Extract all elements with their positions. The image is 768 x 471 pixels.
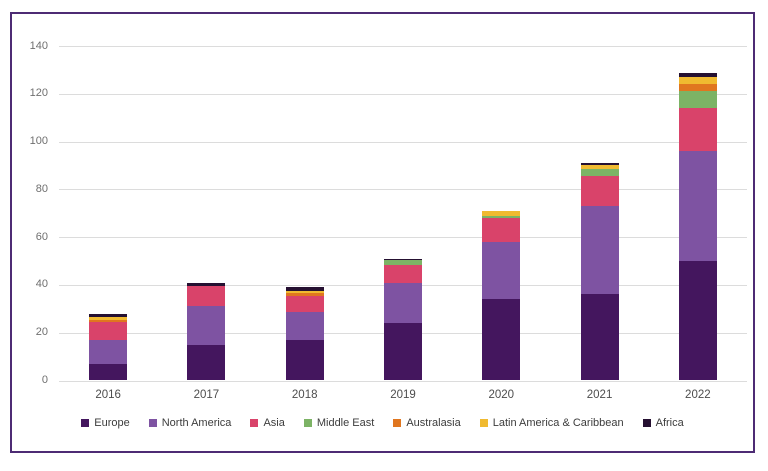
legend-label-asia: Asia: [263, 417, 285, 429]
chart-frame: 0 20 40 60 80 100 120 140 2016 2017 2018 2019 2020 20…: [10, 12, 755, 453]
x-axis-label-2021: 2021: [586, 388, 613, 401]
bar-segment-africa-2016: [89, 313, 128, 318]
legend-item-africa: Africa: [642, 417, 684, 429]
legend-label-middle-east: Middle East: [316, 417, 375, 429]
y-axis-tick-label-0: 0: [41, 374, 48, 386]
bar-segment-latin-america-caribbean-2018: [285, 290, 324, 294]
x-axis-label-2016: 2016: [95, 388, 121, 401]
bar-segment-north-america-2019: [384, 282, 422, 324]
bar-segment-north-america-2017: [187, 306, 226, 345]
bar-segment-latin-america-caribbean-2016: [89, 317, 128, 320]
legend-swatch-africa: [642, 419, 651, 427]
legend-item-middle-east: Middle East: [303, 417, 375, 429]
bar-segment-africa-2019: [384, 258, 422, 260]
x-axis-label-2018: 2018: [291, 388, 318, 401]
legend-label-north-america: North America: [161, 417, 232, 429]
bar-segment-north-america-2016: [89, 339, 128, 364]
bar-segment-asia-2019: [384, 264, 422, 283]
bar-segment-middle-east-2022: [678, 91, 717, 109]
bar-segment-europe-2020: [482, 299, 521, 381]
legend-label-europe: Europe: [94, 417, 130, 429]
legend-swatch-asia: [250, 419, 259, 427]
x-axis-label-2020: 2020: [488, 388, 515, 401]
bar-segment-australasia-2018: [285, 293, 324, 296]
bar-segment-europe-2022: [678, 261, 717, 381]
gridline-80: [59, 189, 747, 191]
legend-item-latin-america-caribbean: Latin America & Caribbean: [479, 417, 624, 429]
y-axis-tick-label-140: 140: [29, 39, 48, 52]
legend-item-north-america: North America: [148, 417, 232, 429]
bar-segment-africa-2021: [580, 163, 619, 166]
bar-segment-africa-2022: [678, 73, 717, 78]
y-axis-tick-label-40: 40: [35, 278, 48, 291]
bar-segment-asia-2022: [678, 108, 717, 152]
legend-label-australasia: Australasia: [406, 417, 461, 429]
y-axis-tick-label-20: 20: [35, 326, 48, 339]
legend-swatch-australasia: [393, 419, 402, 427]
legend-swatch-latin-america-caribbean: [479, 419, 488, 427]
bar-segment-north-america-2018: [285, 312, 324, 340]
legend-item-australasia: Australasia: [393, 417, 461, 429]
bar-segment-europe-2021: [580, 294, 619, 381]
legend-item-europe: Europe: [81, 417, 130, 429]
gridline-60: [59, 237, 747, 239]
y-axis-tick-label-100: 100: [29, 135, 48, 148]
bar-segment-latin-america-caribbean-2022: [678, 77, 717, 85]
bar-segment-middle-east-2019: [384, 259, 422, 265]
legend-label-latin-america-caribbean: Latin America & Caribbean: [492, 417, 624, 429]
bar-segment-north-america-2020: [482, 241, 521, 300]
bar-segment-africa-2017: [187, 282, 226, 287]
legend: Europe North America Asia Middle East Austra…: [12, 417, 753, 429]
legend-swatch-north-america: [148, 419, 157, 427]
bar-segment-europe-2017: [187, 344, 226, 381]
x-axis-label-2019: 2019: [390, 388, 416, 401]
y-axis-tick-label-60: 60: [35, 230, 48, 243]
y-axis-tick-label-80: 80: [35, 182, 48, 195]
legend-item-asia: Asia: [250, 417, 285, 429]
bar-segment-north-america-2021: [580, 206, 619, 295]
bar-segment-middle-east-2020: [482, 215, 521, 218]
bar-segment-latin-america-caribbean-2020: [482, 210, 521, 216]
gridline-0: [59, 380, 747, 382]
gridline-100: [59, 141, 747, 143]
plot-area: 0 20 40 60 80 100 120 140 2016 2017 2018 2019 2020 20…: [12, 14, 753, 451]
legend-swatch-middle-east: [303, 419, 312, 427]
bar-segment-europe-2016: [89, 363, 128, 381]
bar-segment-latin-america-caribbean-2021: [580, 165, 619, 170]
bar-segment-asia-2020: [482, 218, 521, 242]
x-axis-label-2022: 2022: [685, 388, 711, 401]
gridline-140: [59, 46, 747, 47]
bar-segment-asia-2017: [187, 286, 226, 307]
x-axis-label-2017: 2017: [193, 388, 220, 401]
bar-segment-asia-2018: [285, 295, 324, 313]
bar-segment-asia-2016: [89, 321, 128, 340]
bar-segment-africa-2018: [285, 287, 324, 291]
gridline-120: [59, 93, 747, 95]
legend-label-africa: Africa: [655, 417, 684, 429]
legend-swatch-europe: [81, 419, 90, 427]
bar-segment-asia-2021: [580, 176, 619, 207]
bar-segment-north-america-2022: [678, 151, 717, 262]
bar-segment-europe-2018: [285, 339, 324, 381]
bar-segment-europe-2019: [384, 323, 422, 381]
bar-segment-australasia-2016: [89, 319, 128, 322]
bar-segment-middle-east-2021: [580, 169, 619, 177]
y-axis-tick-label-120: 120: [29, 87, 48, 100]
bar-segment-australasia-2022: [678, 84, 717, 92]
